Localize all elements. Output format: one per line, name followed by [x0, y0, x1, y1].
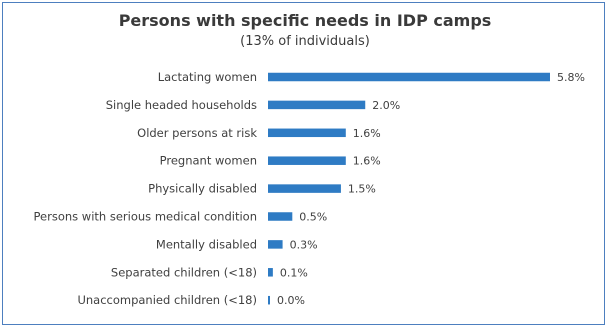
- bar-separated-children-18: [268, 268, 273, 277]
- category-label-separated-children-18: Separated children (<18): [111, 265, 257, 279]
- value-label-physically-disabled: 1.5%: [348, 183, 376, 196]
- category-label-pregnant-women: Pregnant women: [160, 154, 257, 168]
- category-label-mentally-disabled: Mentally disabled: [156, 237, 257, 251]
- value-label-persons-with-serious-medical-condition: 0.5%: [299, 211, 327, 224]
- category-label-single-headed-households: Single headed households: [106, 98, 257, 112]
- bar-pregnant-women: [268, 156, 346, 165]
- bar-unaccompanied-children-18: [268, 295, 270, 305]
- value-label-lactating-women: 5.8%: [557, 71, 585, 84]
- bar-mentally-disabled: [268, 240, 283, 249]
- bar-physically-disabled: [268, 184, 341, 193]
- value-label-separated-children-18: 0.1%: [280, 266, 308, 279]
- value-label-older-persons-at-risk: 1.6%: [353, 127, 381, 140]
- value-label-unaccompanied-children-18: 0.0%: [277, 294, 305, 307]
- category-label-older-persons-at-risk: Older persons at risk: [137, 126, 257, 140]
- category-label-lactating-women: Lactating women: [158, 70, 257, 84]
- bar-lactating-women: [268, 72, 550, 82]
- category-label-unaccompanied-children-18: Unaccompanied children (<18): [77, 293, 257, 307]
- category-label-persons-with-serious-medical-condition: Persons with serious medical condition: [34, 210, 257, 224]
- chart-subtitle: (13% of individuals): [240, 34, 370, 49]
- bar-older-persons-at-risk: [268, 128, 346, 138]
- chart-title: Persons with specific needs in IDP camps: [118, 11, 492, 30]
- bar-single-headed-households: [268, 100, 366, 110]
- bar-persons-with-serious-medical-condition: [268, 212, 293, 221]
- value-label-single-headed-households: 2.0%: [372, 99, 400, 112]
- category-label-physically-disabled: Physically disabled: [148, 182, 257, 196]
- value-label-mentally-disabled: 0.3%: [290, 238, 318, 251]
- value-label-pregnant-women: 1.6%: [353, 155, 381, 168]
